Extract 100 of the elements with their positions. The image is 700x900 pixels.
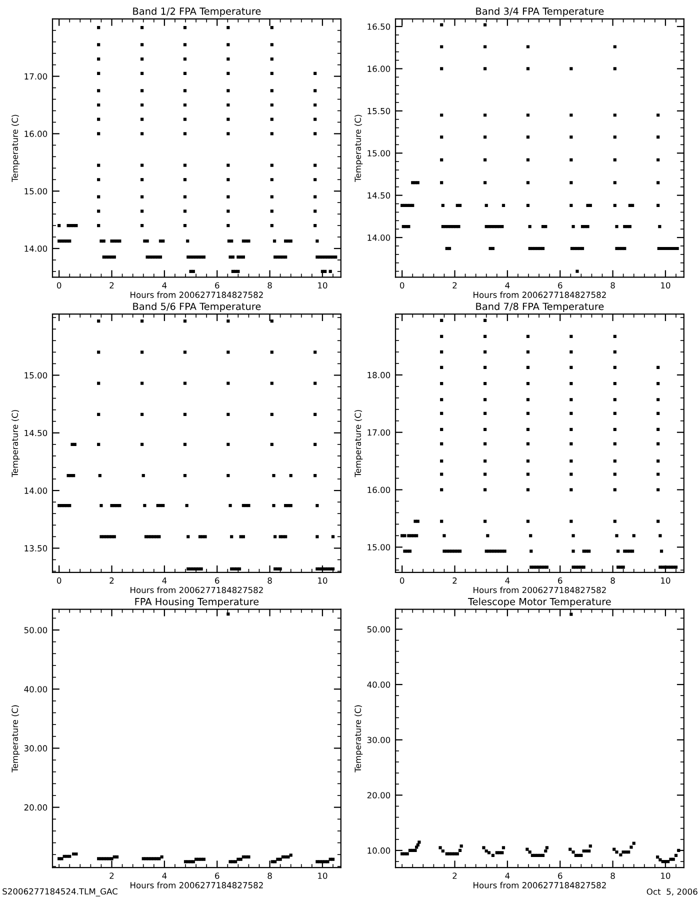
y-tick-label: 13.50 [24,545,48,552]
y-tick-label: 40.00 [24,686,48,692]
chart-title: FPA Housing Temperature [135,598,259,608]
text: S2006277184524.TLM_GAC [2,888,118,896]
x-tick-label: 10 [661,872,670,879]
point [276,858,280,861]
point [144,857,148,860]
chart-title: Band 3/4 FPA Temperature [476,7,604,17]
y-tick-label: 17.00 [24,73,48,80]
x-axis-title: Hours from 2006277184827582 [130,882,263,888]
x-tick-label: 0 [400,282,404,289]
x-axis-title: Hours from 2006277184827582 [474,586,606,594]
x-tick-label: 2 [452,872,457,879]
x-tick-label: 4 [162,282,167,288]
y-tick-label: 15.00 [24,188,48,194]
y-tick-label: 16.50 [368,23,390,30]
x-tick-label: 6 [558,282,562,289]
point [152,857,156,860]
y-tick-label: 17.00 [368,429,390,436]
x-tick-label: 10 [318,577,328,584]
x-tick-label: 10 [318,282,328,289]
y-tick-label: 50.00 [367,626,390,632]
point [60,857,64,860]
point [110,857,114,860]
y-tick-label: 15.50 [368,108,390,114]
point [115,855,119,859]
x-axis-title: Hours from 2006277184827582 [474,882,606,888]
y-tick-label: 30.00 [367,736,390,744]
y-axis-title: Temperature (C) [354,705,363,772]
x-tick-label: 10 [661,577,670,584]
y-tick-label: 14.00 [368,234,390,241]
x-tick-label: 8 [268,577,272,584]
x-tick-label: 4 [162,578,167,584]
x-tick-label: 0 [56,577,62,584]
text: Oct 5, 2006 [646,888,698,896]
x-axis-title: Hours from 2006277184827582 [130,586,263,594]
y-tick-label: 14.00 [24,488,48,494]
x-axis-title: Hours from 2006277184827582 [474,292,606,298]
point [236,858,240,861]
x-tick-label: 2 [110,872,114,879]
y-tick-label: 20.00 [367,792,390,798]
point [247,855,250,859]
y-tick-label: 10.00 [368,847,390,854]
point [150,857,153,860]
y-tick-label: 14.50 [24,430,48,436]
point [239,858,242,861]
x-tick-label: 0 [56,282,62,289]
y-axis-title: Temperature (C) [12,705,20,772]
x-tick-label: 4 [162,872,167,879]
x-tick-label: 8 [268,872,272,879]
x-tick-label: 8 [610,282,615,289]
point [147,857,150,860]
x-tick-label: 10 [318,872,328,879]
y-tick-label: 14.50 [368,192,390,199]
point [189,860,192,864]
y-tick-label: 40.00 [367,682,390,688]
x-tick-label: 6 [558,872,562,879]
y-tick-label: 16.00 [368,486,390,494]
y-tick-label: 15.00 [24,372,48,378]
point [108,857,111,860]
point [228,860,232,864]
point [154,857,158,860]
point [286,855,290,859]
x-tick-label: 6 [215,577,220,584]
point [68,854,72,858]
x-tick-label: 6 [215,872,220,879]
x-tick-label: 6 [558,577,562,584]
y-tick-label: 16.00 [24,130,48,137]
x-tick-label: 4 [505,578,510,584]
y-tick-label: 18.00 [368,372,390,378]
chart-title: Band 7/8 FPA Temperature [476,302,604,312]
point [331,858,335,861]
point [104,857,108,860]
point [316,860,319,864]
y-tick-label: 16.00 [368,66,390,72]
x-tick-label: 2 [452,282,457,288]
y-axis-title: Temperature (C) [354,114,363,182]
x-tick-label: 2 [110,282,114,288]
y-tick-label: 14.00 [24,245,48,252]
y-tick-label: 30.00 [24,745,48,752]
y-tick-label: 15.00 [368,544,390,550]
y-tick-label: 15.00 [368,150,390,156]
x-tick-label: 8 [268,282,272,289]
y-tick-label: 20.00 [24,804,48,811]
point [102,857,106,860]
point [278,858,282,861]
x-tick-label: 8 [610,577,615,584]
point [58,857,61,860]
point [142,857,145,860]
point [158,857,161,860]
x-tick-label: 8 [610,872,615,879]
point [160,855,164,859]
x-tick-label: 4 [505,872,510,879]
y-axis-title: Temperature (C) [354,410,363,478]
y-tick-label: 50.00 [24,626,48,634]
y-axis-title: Temperature (C) [12,114,20,182]
x-tick-label: 2 [110,577,114,584]
y-axis-title: Temperature (C) [12,410,20,478]
chart-title: Band 5/6 FPA Temperature [133,302,261,312]
point [197,858,200,861]
